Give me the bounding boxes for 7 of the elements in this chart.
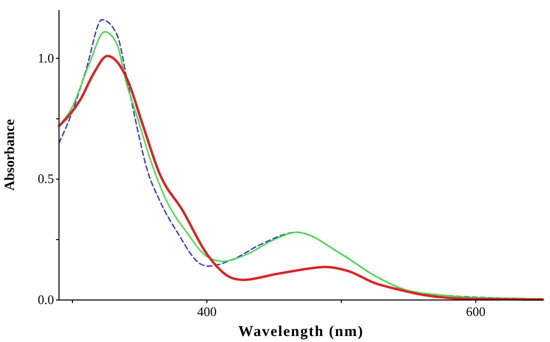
y-axis-title: Absorbance bbox=[3, 119, 18, 191]
y-tick-label: 1.0 bbox=[38, 50, 54, 66]
y-tick-label: 0.0 bbox=[38, 292, 54, 307]
x-tick-label: 600 bbox=[466, 304, 486, 319]
x-axis-title: Wavelength (nm) bbox=[238, 324, 364, 340]
x-tick-label: 400 bbox=[197, 304, 217, 319]
y-tick-label: 0.5 bbox=[38, 171, 54, 186]
